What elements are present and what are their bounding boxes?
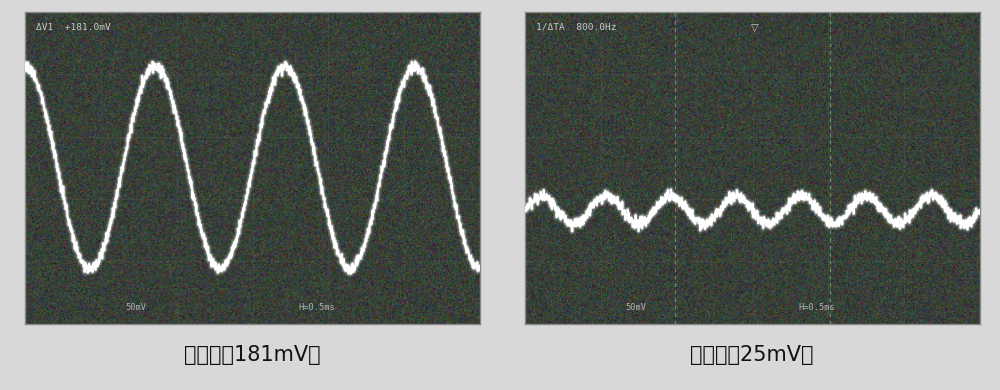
Text: ΔV1  +181.0mV: ΔV1 +181.0mV bbox=[36, 23, 111, 32]
Text: 1/ΔTA  800.0Hz: 1/ΔTA 800.0Hz bbox=[536, 23, 617, 32]
Text: 采用前（181mV）: 采用前（181mV） bbox=[184, 345, 320, 365]
Text: ▽: ▽ bbox=[751, 23, 759, 33]
Text: H=0.5ms: H=0.5ms bbox=[298, 303, 335, 312]
Text: 采用后（25mV）: 采用后（25mV） bbox=[690, 345, 814, 365]
Text: 50mV: 50mV bbox=[625, 303, 646, 312]
Text: H=0.5ms: H=0.5ms bbox=[798, 303, 835, 312]
Text: 50mV: 50mV bbox=[125, 303, 146, 312]
